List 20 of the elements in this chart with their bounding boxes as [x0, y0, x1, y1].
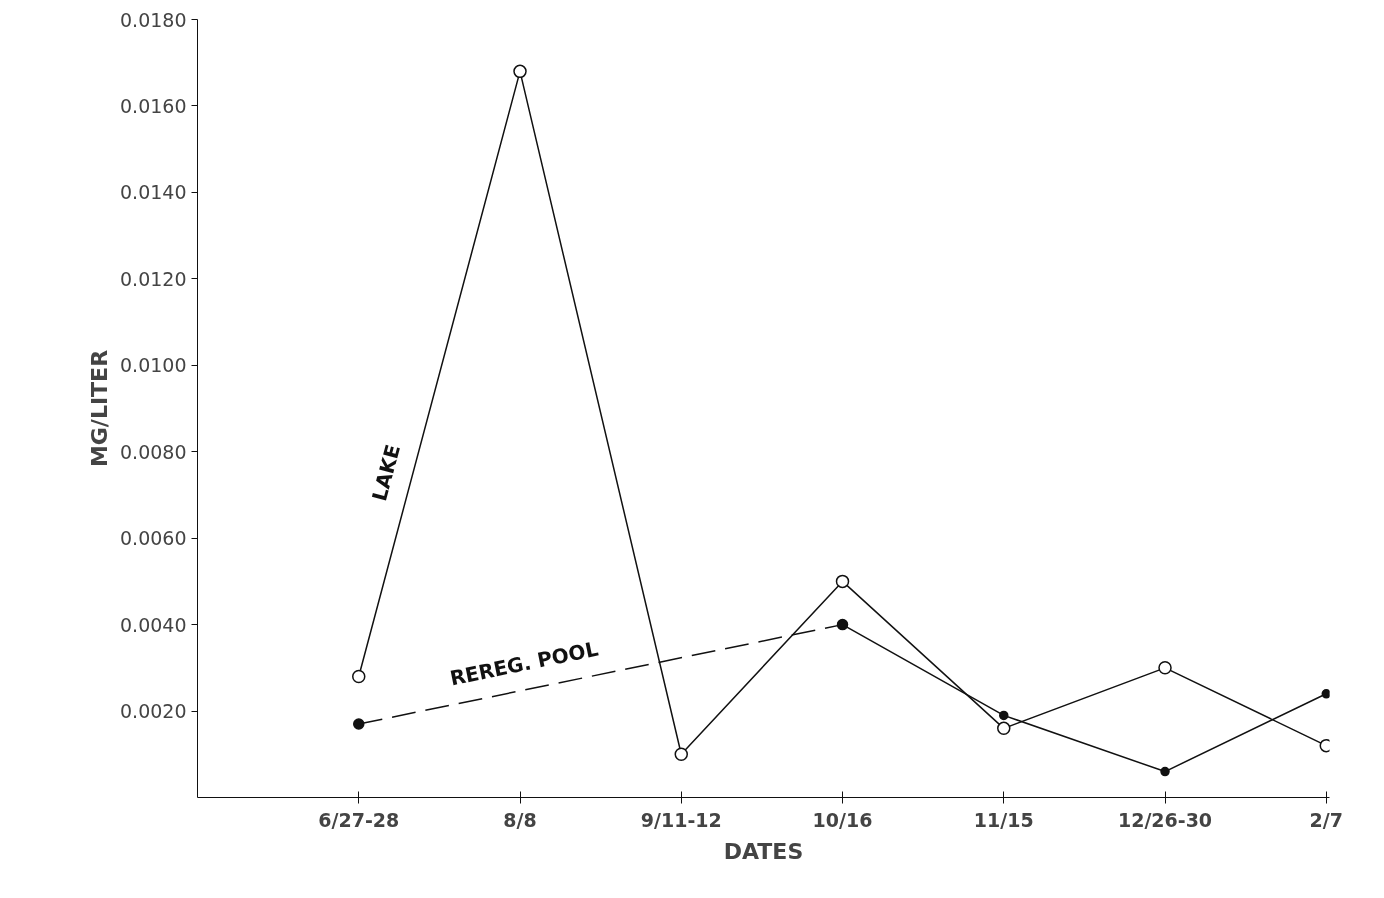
- y-tick-label: 0.0120: [120, 267, 187, 290]
- x-tick-label: 12/26-30: [1117, 808, 1213, 831]
- x-axis-title: DATES: [723, 838, 804, 864]
- text: REREG. POOL: [447, 636, 601, 691]
- y-tick-label: 0.0080: [120, 440, 187, 463]
- x-tick-label: 2/7: [1309, 808, 1343, 831]
- text: LAKE: [367, 441, 406, 504]
- y-axis-title: MG/LITER: [87, 349, 113, 468]
- y-tick-label: 0.0140: [120, 181, 187, 204]
- x-tick-label: 11/15: [973, 808, 1034, 831]
- y-tick-label: 0.0020: [120, 700, 187, 723]
- y-tick-label: 0.0060: [120, 527, 187, 550]
- y-tick-label: 0.0160: [120, 94, 187, 117]
- x-tick-label: 8/8: [503, 808, 537, 831]
- y-tick-label: 0.0180: [120, 8, 187, 31]
- y-tick-label: 0.0040: [120, 613, 187, 636]
- y-tick-label: 0.0100: [120, 354, 187, 377]
- x-tick-label: 10/16: [812, 808, 873, 831]
- x-tick-label: 6/27-28: [318, 808, 400, 831]
- x-tick-label: 9/11-12: [640, 808, 722, 831]
